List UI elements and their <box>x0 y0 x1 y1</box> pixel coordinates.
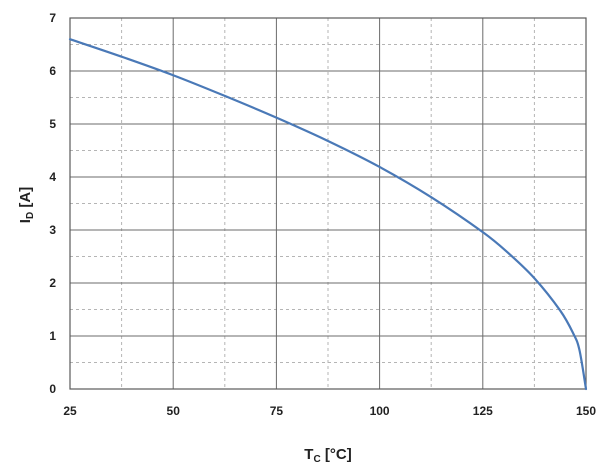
y-tick-label: 7 <box>49 11 56 25</box>
y-tick-labels: 0 1 2 3 4 5 6 7 <box>49 11 56 396</box>
x-tick-label: 100 <box>370 404 390 418</box>
y-tick-label: 6 <box>49 64 56 78</box>
y-tick-label: 1 <box>49 329 56 343</box>
plot-border <box>69 17 587 390</box>
x-tick-label: 25 <box>63 404 77 418</box>
x-tick-label: 75 <box>270 404 284 418</box>
series-layer <box>68 38 588 391</box>
x-axis-label: TC [°C] <box>304 446 351 465</box>
series-line <box>68 38 588 391</box>
x-tick-labels: 25 50 75 100 125 150 <box>63 404 596 418</box>
y-tick-label: 2 <box>49 276 56 290</box>
minor-grid <box>70 18 586 389</box>
x-tick-label: 50 <box>167 404 181 418</box>
y-axis-label: ID [A] <box>17 187 36 223</box>
y-tick-label: 3 <box>49 223 56 237</box>
y-tick-label: 4 <box>49 170 56 184</box>
y-tick-label: 0 <box>49 382 56 396</box>
y-tick-label: 5 <box>49 117 56 131</box>
x-tick-label: 150 <box>576 404 596 418</box>
x-tick-label: 125 <box>473 404 493 418</box>
